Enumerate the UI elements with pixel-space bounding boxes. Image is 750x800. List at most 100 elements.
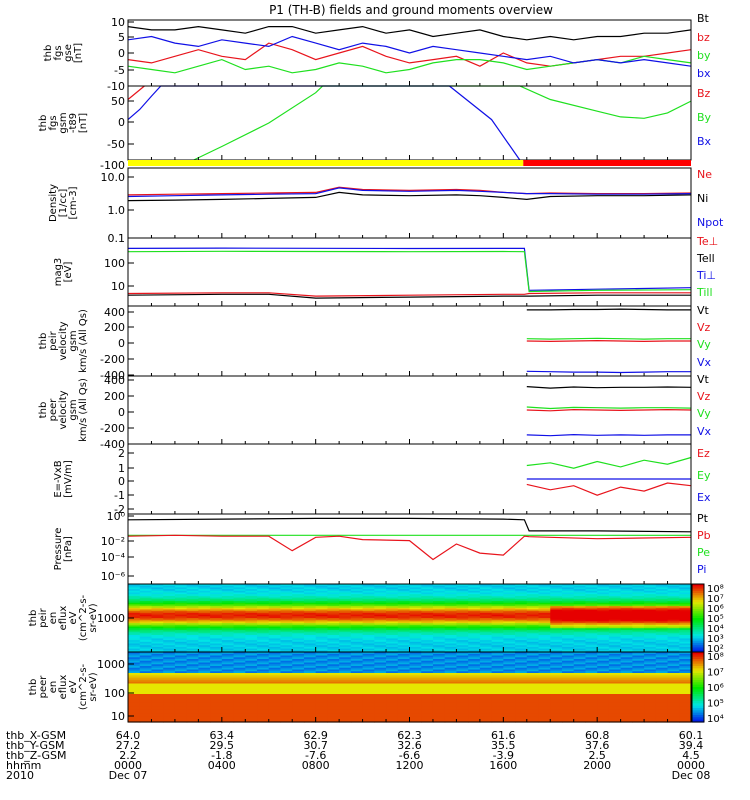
spectrogram-cell [597, 599, 610, 602]
spectrogram-cell [268, 589, 282, 592]
spectrogram-cell [620, 655, 633, 658]
spectrogram-cell [573, 680, 587, 683]
spectrogram-cell [163, 680, 176, 683]
spectrogram-cell [444, 621, 458, 624]
spectrogram-cell [210, 671, 223, 674]
spectrogram-cell [585, 616, 598, 619]
spectrogram-cell [362, 667, 375, 671]
spectrogram-cell [151, 709, 164, 713]
axis-row-value: 61.6 [491, 729, 516, 742]
spectrogram-cell [303, 711, 317, 714]
spectrogram-cell [468, 604, 481, 607]
spectrogram-cell [257, 606, 270, 609]
spectrogram-cell [386, 676, 399, 679]
spectrogram-cell [644, 595, 657, 599]
spectrogram-cell [362, 601, 375, 604]
y-tick-label: 100 [104, 687, 125, 700]
colorbar-segment [692, 602, 704, 605]
series-Vz [526, 408, 692, 412]
spectrogram-cell [632, 611, 645, 614]
spectrogram-cell [221, 711, 235, 714]
spectrogram-cell [561, 720, 575, 723]
spectrogram-cell [268, 699, 282, 702]
spectrogram-cell [163, 716, 176, 720]
spectrogram-cell [644, 667, 657, 671]
spectrogram-cell [585, 664, 598, 667]
spectrogram-cell [350, 706, 364, 709]
spectrogram-cell [315, 709, 328, 713]
spectrogram-cell [245, 692, 258, 695]
spectrogram-cell [432, 662, 446, 665]
spectrogram-cell [667, 680, 680, 683]
spectrogram-cell [292, 606, 305, 609]
spectrogram-cell [456, 678, 469, 681]
spectrogram-cell [139, 713, 153, 716]
spectrogram-cell [409, 638, 422, 641]
spectrogram-cell [655, 671, 669, 674]
spectrogram-cell [303, 688, 317, 692]
spectrogram-cell [198, 709, 211, 713]
spectrogram-cell [550, 626, 563, 629]
spectrogram-cell [491, 671, 504, 674]
spectrogram-cell [456, 704, 469, 707]
spectrogram-cell [515, 606, 528, 609]
spectrogram-cell [573, 688, 587, 692]
spectrogram-cell [174, 636, 188, 639]
spectrogram-cell [139, 614, 153, 617]
spectrogram-cell [608, 687, 622, 690]
spectrogram-cell [620, 606, 633, 609]
spectrogram-cell [491, 614, 504, 617]
spectrogram-cell [128, 685, 141, 688]
spectrogram-cell [303, 607, 317, 611]
spectrogram-cell [327, 720, 340, 723]
spectrogram-cell [561, 607, 575, 611]
spectrogram-cell [479, 653, 493, 657]
spectrogram-cell [515, 602, 528, 605]
spectrogram-cell [362, 708, 375, 711]
spectrogram-cell [515, 695, 528, 699]
spectrogram-cell [515, 659, 528, 662]
spectrogram-cell [292, 646, 305, 650]
spectrogram-cell [397, 697, 411, 700]
spectrogram-cell [163, 601, 176, 604]
spectrogram-cell [632, 594, 645, 597]
spectrogram-cell [339, 709, 352, 713]
spectrogram-cell [139, 611, 153, 614]
spectrogram-cell [432, 720, 446, 723]
spectrogram-cell [538, 655, 551, 658]
spectrogram-cell [128, 687, 141, 690]
spectrogram-cell [526, 590, 540, 594]
spectrogram-cell [210, 614, 223, 617]
spectrogram-cell [667, 587, 680, 590]
spectrogram-cell [374, 720, 387, 723]
spectrogram-cell [386, 646, 399, 650]
spectrogram-cell [233, 667, 246, 671]
spectrogram-cell [233, 648, 246, 651]
spectrogram-cell [585, 606, 598, 609]
spectrogram-cell [292, 715, 305, 718]
spectrogram-cell [503, 601, 516, 604]
spectrogram-cell [362, 701, 375, 704]
spectrogram-cell [128, 618, 141, 621]
spectrogram-cell [233, 652, 246, 655]
axis-row-value: 27.2 [116, 739, 141, 752]
spectrogram-cell [432, 660, 446, 664]
spectrogram-cell [655, 660, 669, 664]
spectrogram-cell [644, 697, 657, 700]
y-tick-label: 0 [118, 406, 125, 419]
spectrogram-cell [561, 711, 575, 714]
spectrogram-cell [526, 673, 540, 676]
spectrogram-cell [597, 701, 610, 704]
spectrogram-cell [479, 678, 493, 681]
spectrogram-cell [597, 694, 610, 697]
spectrogram-cell [538, 589, 551, 592]
spectrogram-cell [257, 708, 270, 711]
spectrogram-cell [632, 618, 645, 621]
spectrogram-cell [421, 636, 434, 639]
spectrogram-cell [421, 657, 434, 660]
spectrogram-cell [303, 585, 317, 588]
legend-Ti⊥: Ti⊥ [696, 269, 716, 282]
spectrogram-cell [386, 713, 399, 716]
colorbar-segment [692, 691, 704, 695]
spectrogram-cell [303, 676, 317, 679]
